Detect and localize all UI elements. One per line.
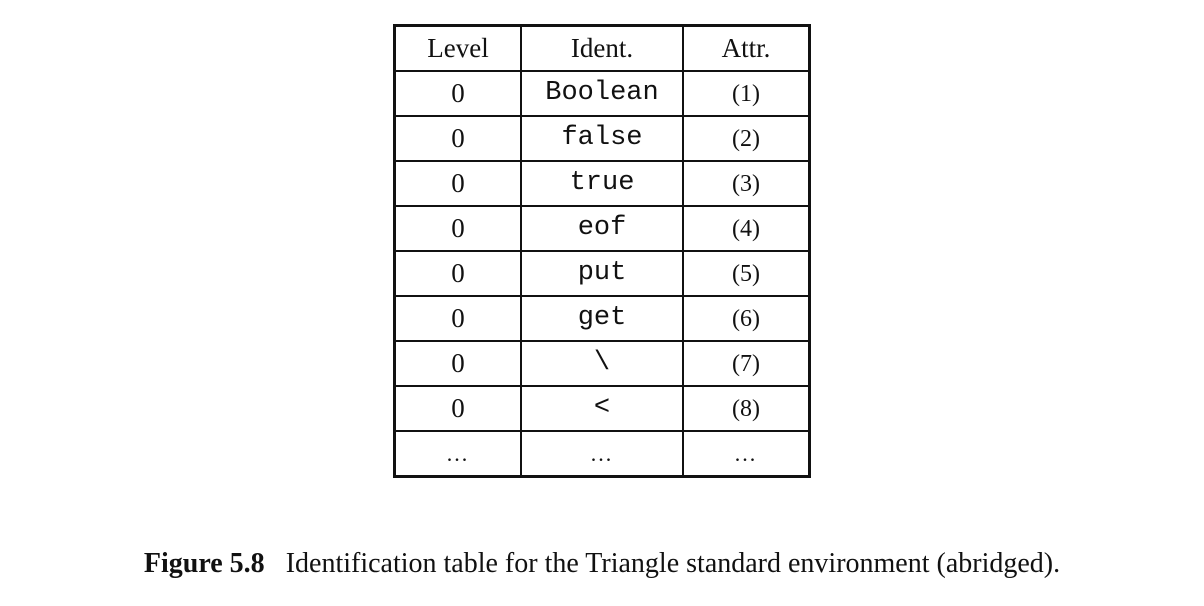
cell-level: 0 [393,115,522,162]
identification-table: Level Ident. Attr. 0 Boolean (1) 0 false… [393,24,811,478]
cell-level: 0 [393,385,522,432]
cell-attr: (1) [682,70,811,117]
table-row: 0 eof (4) [393,205,811,252]
cell-attr: (4) [682,205,811,252]
figure-label: Figure 5.8 [143,548,265,579]
table-header-row: Level Ident. Attr. [393,24,811,72]
cell-ident: true [520,160,684,207]
cell-level: ... [393,430,522,478]
header-attr: Attr. [682,24,811,72]
caption-text: Identification table for the Triangle st… [285,548,1061,579]
cell-attr: (5) [682,250,811,297]
header-ident: Ident. [520,24,684,72]
caption-separator [272,548,279,579]
cell-level: 0 [393,295,522,342]
table-row: 0 \ (7) [393,340,811,387]
cell-attr: ... [682,430,811,478]
cell-level: 0 [393,160,522,207]
table-row-ellipsis: ... ... ... [393,430,811,478]
table-row: 0 get (6) [393,295,811,342]
header-level: Level [393,24,522,72]
cell-level: 0 [393,205,522,252]
cell-ident: eof [520,205,684,252]
cell-level: 0 [393,70,522,117]
table-row: 0 Boolean (1) [393,70,811,117]
cell-attr: (6) [682,295,811,342]
cell-attr: (8) [682,385,811,432]
cell-ident: put [520,250,684,297]
cell-attr: (7) [682,340,811,387]
cell-ident: < [520,385,684,432]
cell-ident: \ [520,340,684,387]
cell-level: 0 [393,340,522,387]
cell-ident: Boolean [520,70,684,117]
table-row: 0 < (8) [393,385,811,432]
cell-ident: ... [520,430,684,478]
cell-attr: (3) [682,160,811,207]
cell-ident: false [520,115,684,162]
figure-caption: Figure 5.8 Identification table for the … [0,548,1204,580]
cell-attr: (2) [682,115,811,162]
table-row: 0 false (2) [393,115,811,162]
cell-level: 0 [393,250,522,297]
cell-ident: get [520,295,684,342]
table-row: 0 true (3) [393,160,811,207]
table-row: 0 put (5) [393,250,811,297]
